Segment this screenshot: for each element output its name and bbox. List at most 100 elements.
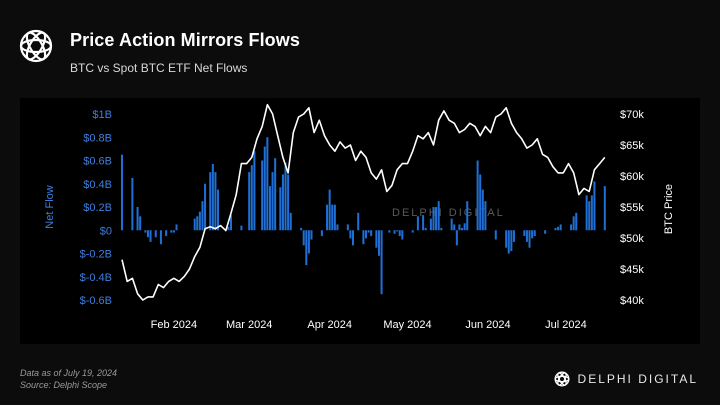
net-flow-bar: [281, 174, 284, 231]
left-tick-label: $0.2B: [83, 202, 112, 214]
right-tick-label: $55k: [620, 202, 644, 214]
net-flow-bar: [507, 230, 510, 254]
net-flow-bar: [388, 230, 391, 233]
watermark-text: DELPHI DIGITAL: [392, 207, 505, 219]
watermark: DELPHI DIGITAL: [392, 207, 505, 219]
net-flow-bar: [253, 151, 256, 231]
net-flow-bar: [310, 230, 313, 240]
left-tick-label: $-0.4B: [80, 272, 112, 284]
net-flow-bar: [440, 227, 443, 231]
footer-brand: DELPHI DIGITAL: [552, 369, 698, 389]
net-flow-bar: [572, 216, 575, 231]
net-flow-bar: [590, 195, 593, 231]
net-flow-bar: [466, 201, 469, 231]
net-flow-bar: [320, 230, 323, 237]
net-flow-bar: [170, 230, 173, 233]
net-flow-bar: [201, 201, 204, 231]
net-flow-bar: [328, 189, 331, 231]
left-tick-label: $0: [100, 225, 112, 237]
net-flow-bar: [476, 160, 479, 231]
net-flow-bar: [159, 230, 162, 245]
net-flow-bar: [362, 230, 365, 245]
net-flow-bar: [305, 230, 308, 266]
x-tick-label: Feb 2024: [151, 319, 197, 331]
x-tick-label: Jun 2024: [465, 319, 510, 331]
net-flow-bar: [429, 218, 432, 231]
net-flow-bar: [603, 186, 606, 231]
net-flow-bar: [463, 223, 466, 231]
net-flow-bar: [248, 172, 251, 231]
net-flow-bar: [377, 230, 380, 256]
net-flow-bar: [533, 230, 536, 237]
delphi-footer-logo-icon: [554, 371, 570, 387]
net-flow-bar: [307, 230, 310, 254]
chart-svg: DELPHI DIGITAL $1B $0.8B $0.6B $0.4B $0.2B $0…: [44, 103, 675, 331]
chart-panel: DELPHI DIGITAL $1B $0.8B $0.6B $0.4B $0.2B $0…: [20, 98, 700, 344]
net-flow-bar: [505, 230, 508, 248]
right-tick-label: $40k: [620, 295, 644, 307]
net-flow-bar: [398, 230, 401, 237]
footer-note: Data as of July 19, 2024 Source: Delphi …: [20, 367, 117, 391]
net-flow-bar: [139, 216, 142, 231]
right-tick-label: $60k: [620, 171, 644, 183]
btc-price-line: [121, 103, 606, 301]
net-flow-bar: [531, 230, 534, 239]
net-flow-bar: [209, 172, 212, 231]
net-flow-bar: [380, 230, 383, 295]
net-flow-bar: [136, 207, 139, 231]
net-flow-bar: [149, 230, 152, 242]
net-flow-bar: [266, 137, 269, 231]
right-axis-label: BTC Price: [663, 184, 675, 234]
left-tick-label: $1B: [92, 109, 112, 121]
net-flow-bar: [268, 186, 271, 231]
net-flow-bar: [450, 218, 453, 231]
net-flow-bar: [144, 230, 147, 233]
net-flow-bar: [227, 226, 230, 231]
net-flow-bar: [346, 224, 349, 231]
left-tick-label: $-0.6B: [80, 295, 112, 307]
left-tick-label: $0.4B: [83, 179, 112, 191]
x-tick-label: Mar 2024: [226, 319, 272, 331]
net-flow-bar: [481, 189, 484, 231]
net-flow-bar: [352, 230, 355, 246]
left-axis-label: Net Flow: [44, 185, 56, 228]
delphi-logo-icon: [19, 29, 53, 63]
net-flow-bar: [435, 207, 438, 231]
net-flow-bar: [198, 211, 201, 231]
net-flow-bar: [261, 160, 264, 231]
net-flow-bars: [120, 137, 606, 295]
net-flow-bar: [284, 162, 287, 231]
net-flow-bar: [367, 230, 370, 233]
net-flow-bar: [131, 177, 134, 231]
net-flow-bar: [300, 227, 303, 231]
net-flow-bar: [593, 181, 596, 231]
right-axis-ticks: $70k $65k $60k $55k $50k $45k $40k: [620, 109, 644, 307]
chart-title: Price Action Mirrors Flows: [70, 30, 300, 50]
net-flow-bar: [193, 218, 196, 231]
net-flow-bar: [211, 163, 214, 231]
net-flow-bar: [175, 224, 178, 231]
source-note: Source: Delphi Scope: [20, 380, 108, 390]
net-flow-bar: [585, 195, 588, 231]
net-flow-bar: [154, 230, 157, 238]
net-flow-bar: [357, 212, 360, 231]
net-flow-bar: [570, 224, 573, 231]
net-flow-bar: [287, 174, 290, 231]
net-flow-bar: [461, 227, 464, 231]
net-flow-bar: [364, 230, 368, 239]
net-flow-bar: [279, 187, 282, 231]
net-flow-bar: [396, 230, 399, 232]
btc-price-line-group: [121, 103, 606, 301]
net-flow-bar: [250, 165, 253, 231]
net-flow-bar: [525, 230, 528, 242]
net-flow-bar: [458, 224, 461, 231]
chart-subtitle: BTC vs Spot BTC ETF Net Flows: [70, 61, 248, 75]
net-flow-bar: [510, 230, 513, 252]
x-tick-label: Jul 2024: [545, 319, 587, 331]
net-flow-bar: [422, 215, 425, 231]
net-flow-bar: [349, 230, 352, 239]
net-flow-bar: [217, 189, 220, 231]
net-flow-bar: [331, 204, 334, 231]
net-flow-bar: [437, 201, 440, 231]
net-flow-bar: [432, 207, 435, 231]
